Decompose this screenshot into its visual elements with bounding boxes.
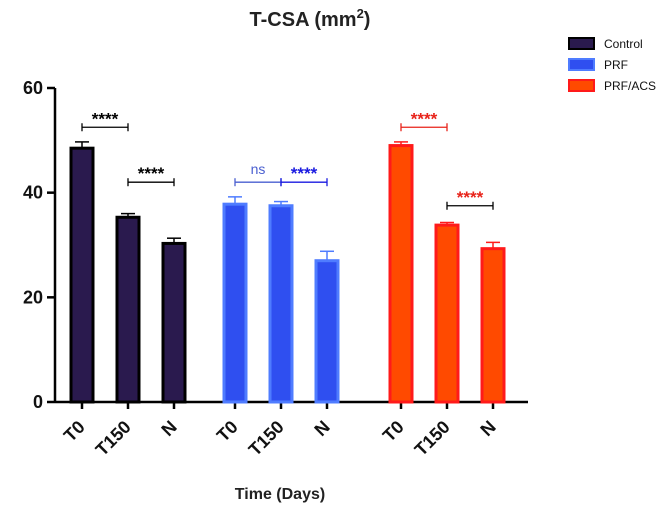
bar xyxy=(388,144,414,404)
x-tick-label: T0 xyxy=(379,417,408,446)
y-tick-label: 40 xyxy=(23,183,43,203)
x-tick-label: T0 xyxy=(60,417,89,446)
legend-label: PRF xyxy=(604,58,628,72)
x-tick-label: N xyxy=(310,417,333,440)
significance-label: **** xyxy=(92,109,119,128)
x-tick-label: T150 xyxy=(92,417,135,460)
bar xyxy=(268,204,294,404)
significance-label: **** xyxy=(138,164,165,183)
bar xyxy=(115,215,141,404)
bar xyxy=(222,202,248,404)
x-tick-label: N xyxy=(157,417,180,440)
bar xyxy=(314,259,340,404)
y-tick-label: 60 xyxy=(23,78,43,98)
y-tick-label: 20 xyxy=(23,287,43,307)
y-tick-label: 0 xyxy=(33,392,43,412)
x-tick-labels: T0 T150 N T0 T150 N T0 T150 N xyxy=(60,417,500,460)
bar xyxy=(434,223,460,404)
legend-swatch xyxy=(568,58,595,71)
significance-label: **** xyxy=(291,164,318,183)
significance-label: **** xyxy=(411,109,438,128)
legend-swatch xyxy=(568,37,595,50)
bar xyxy=(69,146,95,404)
legend-swatch xyxy=(568,79,595,92)
x-axis-title: Time (Days) xyxy=(235,486,325,503)
x-tick-label: T150 xyxy=(245,417,288,460)
x-tick-label: T150 xyxy=(411,417,454,460)
significance-brackets: **** **** ns **** **** **** xyxy=(81,109,494,210)
legend-label: Control xyxy=(604,37,643,51)
legend: Control PRF PRF/ACS xyxy=(568,37,656,93)
bar xyxy=(480,247,506,404)
chart-title: T-CSA (mm2) xyxy=(250,6,371,31)
significance-label: **** xyxy=(457,188,484,207)
legend-label: PRF/ACS xyxy=(604,79,656,93)
x-tick-label: N xyxy=(476,417,499,440)
significance-label: ns xyxy=(251,161,266,177)
bars xyxy=(69,141,506,404)
x-tick-label: T0 xyxy=(213,417,242,446)
bar xyxy=(161,241,187,404)
